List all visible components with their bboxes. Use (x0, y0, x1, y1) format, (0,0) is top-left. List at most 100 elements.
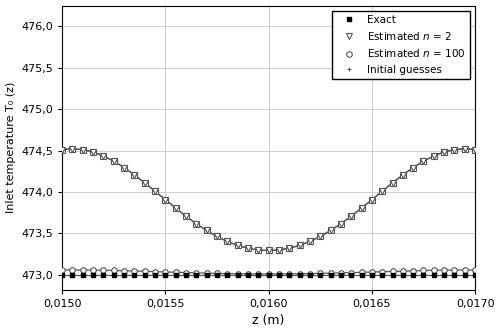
Initial guesses (194, 222, 200, 226)
Estimated $n$ = 100 (100, 268, 106, 272)
Estimated $n$ = 100 (162, 270, 168, 274)
Estimated $n$ = 2 (142, 181, 148, 185)
Exact (121, 273, 127, 277)
Estimated $n$ = 100 (452, 268, 458, 272)
Exact (472, 273, 478, 277)
Estimated $n$ = 100 (110, 268, 116, 272)
Exact (70, 273, 75, 277)
Initial guesses (276, 248, 282, 252)
Estimated $n$ = 2 (70, 147, 75, 151)
Estimated $n$ = 100 (245, 272, 251, 276)
Initial guesses (142, 181, 148, 185)
Initial guesses (121, 166, 127, 169)
Exact (400, 273, 406, 277)
Estimated $n$ = 100 (214, 271, 220, 275)
Initial guesses (441, 150, 447, 154)
Exact (410, 273, 416, 277)
Legend: Exact, Estimated $n$ = 2, Estimated $n$ = 100, Initial guesses: Exact, Estimated $n$ = 2, Estimated $n$ … (332, 11, 470, 79)
Initial guesses (358, 206, 364, 210)
Exact (317, 273, 323, 277)
Estimated $n$ = 100 (224, 272, 230, 276)
Estimated $n$ = 2 (462, 147, 468, 151)
Exact (142, 273, 148, 277)
Exact (462, 273, 468, 277)
Exact (132, 273, 138, 277)
Initial guesses (162, 198, 168, 202)
Initial guesses (80, 148, 86, 152)
Estimated $n$ = 2 (296, 243, 302, 247)
Estimated $n$ = 100 (142, 269, 148, 273)
Exact (90, 273, 96, 277)
Estimated $n$ = 100 (296, 272, 302, 276)
Estimated $n$ = 2 (59, 148, 65, 152)
Estimated $n$ = 2 (390, 181, 396, 185)
Exact (369, 273, 375, 277)
Initial guesses (172, 206, 178, 210)
Exact (266, 273, 272, 277)
Estimated $n$ = 2 (183, 214, 189, 218)
Estimated $n$ = 2 (204, 228, 210, 232)
Initial guesses (110, 159, 116, 163)
Estimated $n$ = 2 (100, 154, 106, 158)
Estimated $n$ = 2 (110, 159, 116, 163)
Estimated $n$ = 100 (420, 268, 426, 272)
Estimated $n$ = 2 (400, 173, 406, 177)
Estimated $n$ = 2 (328, 228, 334, 232)
Initial guesses (266, 248, 272, 252)
Exact (80, 273, 86, 277)
Exact (276, 273, 282, 277)
Exact (162, 273, 168, 277)
Initial guesses (338, 222, 344, 226)
Line: Initial guesses: Initial guesses (60, 147, 478, 253)
Estimated $n$ = 100 (441, 268, 447, 272)
Exact (204, 273, 210, 277)
Estimated $n$ = 2 (224, 239, 230, 243)
Estimated $n$ = 2 (338, 222, 344, 226)
Exact (152, 273, 158, 277)
Exact (328, 273, 334, 277)
Line: Exact: Exact (60, 272, 478, 277)
Estimated $n$ = 100 (317, 271, 323, 275)
Exact (172, 273, 178, 277)
Initial guesses (224, 239, 230, 243)
Initial guesses (234, 243, 240, 247)
Estimated $n$ = 2 (80, 148, 86, 152)
Estimated $n$ = 2 (431, 154, 437, 158)
Estimated $n$ = 2 (286, 246, 292, 250)
Estimated $n$ = 100 (472, 268, 478, 272)
Estimated $n$ = 100 (400, 269, 406, 273)
Initial guesses (286, 246, 292, 250)
Estimated $n$ = 2 (214, 234, 220, 238)
Exact (420, 273, 426, 277)
Exact (245, 273, 251, 277)
Estimated $n$ = 100 (152, 270, 158, 274)
Estimated $n$ = 2 (348, 214, 354, 218)
Estimated $n$ = 100 (194, 271, 200, 275)
Estimated $n$ = 100 (307, 272, 313, 276)
Estimated $n$ = 2 (317, 234, 323, 238)
Initial guesses (132, 173, 138, 177)
Estimated $n$ = 2 (121, 166, 127, 169)
Exact (441, 273, 447, 277)
Initial guesses (245, 246, 251, 250)
Estimated $n$ = 100 (390, 269, 396, 273)
Estimated $n$ = 100 (286, 272, 292, 276)
Initial guesses (390, 181, 396, 185)
Exact (452, 273, 458, 277)
Initial guesses (183, 214, 189, 218)
Exact (194, 273, 200, 277)
Estimated $n$ = 100 (338, 271, 344, 275)
Estimated $n$ = 100 (70, 268, 75, 272)
Estimated $n$ = 2 (307, 239, 313, 243)
Initial guesses (379, 189, 385, 193)
Estimated $n$ = 100 (121, 269, 127, 273)
Y-axis label: Inlet temperature T₀ (z): Inlet temperature T₀ (z) (6, 82, 16, 213)
Exact (296, 273, 302, 277)
Initial guesses (328, 228, 334, 232)
Exact (214, 273, 220, 277)
Estimated $n$ = 2 (379, 189, 385, 193)
Exact (59, 273, 65, 277)
Initial guesses (410, 166, 416, 169)
Estimated $n$ = 2 (276, 248, 282, 252)
Initial guesses (400, 173, 406, 177)
